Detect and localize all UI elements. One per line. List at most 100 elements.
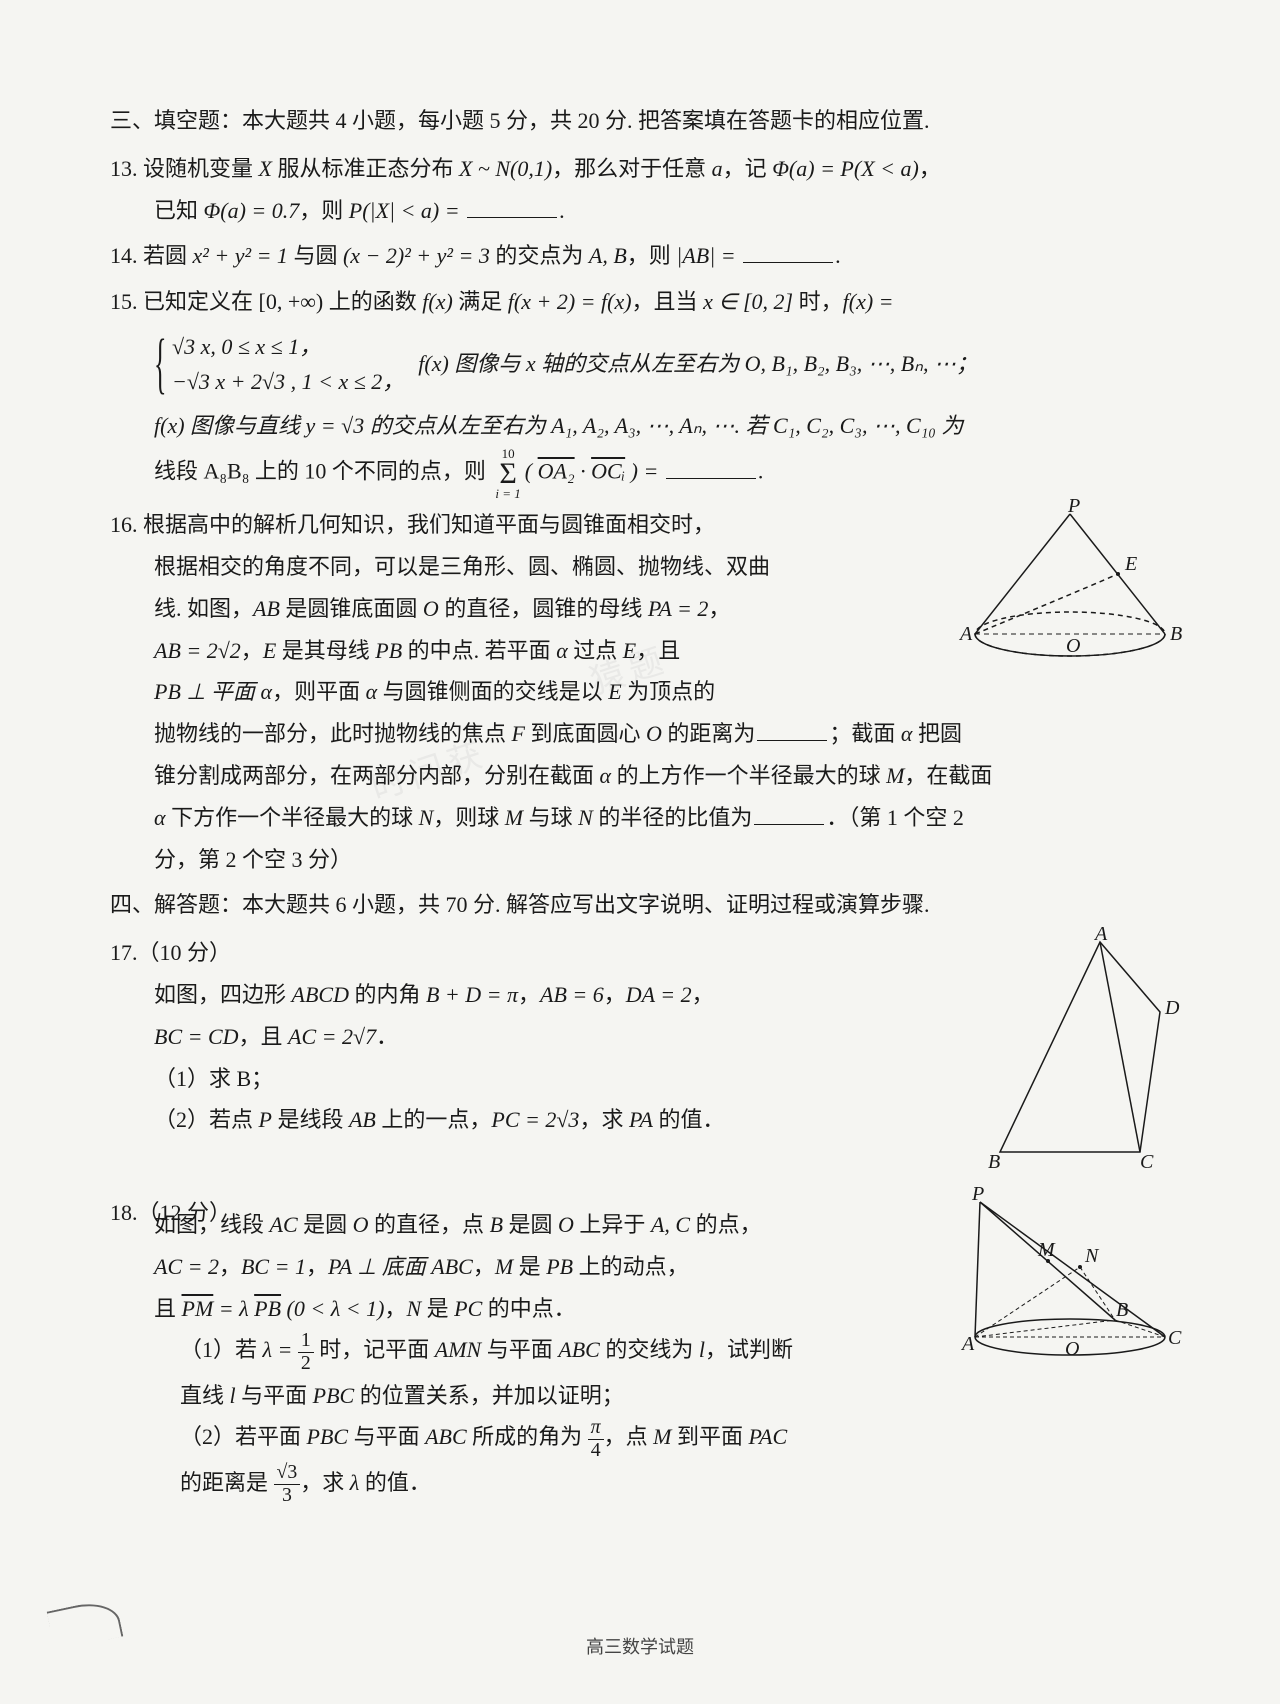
t: 所成的角为	[467, 1424, 588, 1449]
t: ，	[604, 982, 626, 1007]
m: PA ⊥ 底面 ABC	[328, 1254, 473, 1279]
t: ，	[518, 982, 540, 1007]
period: .	[758, 459, 764, 484]
svg-text:D: D	[1164, 997, 1180, 1019]
m: λ =	[263, 1337, 298, 1362]
svg-text:A: A	[958, 623, 973, 645]
q17-num: 17.	[110, 940, 138, 965]
m: AB = 2√2	[154, 638, 241, 663]
t: ，则平面	[272, 679, 366, 704]
t: 与平面	[481, 1337, 558, 1362]
m: BC = CD	[154, 1024, 239, 1049]
t: ，	[708, 596, 730, 621]
t: ，则球	[433, 805, 505, 830]
q14-t: 若圆	[138, 243, 193, 268]
t: （1）若	[180, 1337, 263, 1362]
period: .	[835, 243, 841, 268]
t: （2）若点	[154, 1107, 259, 1132]
q15-t: 线段 A₈B₈ 上的 10 个不同的点，则	[154, 459, 491, 484]
page-footer: 高三数学试题	[586, 1630, 694, 1664]
q13-t: ，	[919, 156, 941, 181]
svg-text:N: N	[1084, 1245, 1100, 1267]
t: 线. 如图，	[154, 596, 253, 621]
t: ，	[384, 1296, 406, 1321]
frac-pi4: π4	[588, 1417, 604, 1462]
t: 的上方作一个半径最大的球	[611, 763, 886, 788]
t: 的直径，点	[369, 1212, 490, 1237]
m: PC	[454, 1296, 482, 1321]
blank	[757, 720, 827, 741]
t: ，	[473, 1254, 495, 1279]
svg-text:B: B	[1170, 623, 1182, 645]
q13-t: 设随机变量	[138, 156, 259, 181]
figure-cone: P A B E O	[960, 504, 1180, 674]
q15-mid: f(x) 图像与 x 轴的交点从左至右为 O, B₁, B₂, B₃, ⋯, B…	[418, 343, 978, 385]
q13-phi: Φ(a) = P(X < a)	[772, 156, 919, 181]
t: 是圆	[503, 1212, 558, 1237]
m: AB	[349, 1107, 376, 1132]
t: ，	[241, 638, 263, 663]
m: M	[505, 805, 523, 830]
q14-t: ，则	[627, 243, 677, 268]
m: α	[366, 679, 378, 704]
blank	[743, 243, 833, 264]
t: 是	[513, 1254, 546, 1279]
q13-a: a	[712, 156, 723, 181]
q15-t: 已知定义在 [0, +∞) 上的函数	[138, 289, 423, 314]
t: 与球	[523, 805, 578, 830]
t: 是线段	[272, 1107, 349, 1132]
q15-num: 15.	[110, 289, 138, 314]
m: M	[495, 1254, 513, 1279]
q14-c1: x² + y² = 1	[193, 243, 288, 268]
m: N	[406, 1296, 421, 1321]
t: ．	[376, 1024, 398, 1049]
svg-text:A: A	[1093, 923, 1108, 945]
m: E	[608, 679, 621, 704]
m: AC = 2√7	[288, 1024, 376, 1049]
q15-fxe: f(x) =	[843, 289, 894, 314]
q15-fx: f(x)	[422, 289, 453, 314]
m: O	[353, 1212, 369, 1237]
q14-t: 的交点为	[490, 243, 589, 268]
t: 上的一点，	[376, 1107, 492, 1132]
t: 为顶点的	[622, 679, 716, 704]
q13-phi07: Φ(a) = 0.7	[204, 198, 300, 223]
q15-t: ，且当	[632, 289, 704, 314]
q14-ab: A, B	[589, 243, 627, 268]
svg-text:P: P	[971, 1183, 984, 1205]
section-3-header: 三、填空题：本大题共 4 小题，每小题 5 分，共 20 分. 把答案填在答题卡…	[110, 100, 1170, 142]
figure-solid: P A B C O M N	[960, 1192, 1180, 1362]
piecewise: √3 x, 0 ≤ x ≤ 1， −√3 x + 2√3 , 1 < x ≤ 2…	[154, 329, 404, 399]
t: ，求	[300, 1470, 350, 1495]
figure-quad: A D C B	[970, 932, 1180, 1162]
q14-t: 与圆	[288, 243, 343, 268]
frac-s33: √33	[274, 1462, 301, 1507]
question-16: P A B E O 16. 根据高中的解析几何知识，我们知道平面与圆锥面相交时，…	[110, 504, 1170, 880]
svg-text:C: C	[1168, 1327, 1182, 1349]
q16-num: 16.	[110, 512, 138, 537]
m: PB ⊥ 平面 α	[154, 679, 272, 704]
q13-t: ，则	[299, 198, 349, 223]
blank	[754, 804, 824, 825]
q13-dist: X ~ N(0,1)	[459, 156, 552, 181]
m: α	[154, 805, 166, 830]
svg-text:C: C	[1140, 1151, 1154, 1173]
m: O	[646, 721, 662, 746]
q15-t: 时，	[793, 289, 843, 314]
m: O	[423, 596, 439, 621]
q13-t: ，那么对于任意	[552, 156, 712, 181]
t: ，求	[579, 1107, 629, 1132]
m: AMN	[435, 1337, 481, 1362]
t: 与圆锥侧面的交线是以	[377, 679, 608, 704]
q13-t: 已知	[154, 198, 204, 223]
t: 到底面圆心	[525, 721, 646, 746]
t: 的点，	[690, 1212, 762, 1237]
t: 的半径的比值为	[593, 805, 753, 830]
m: AC	[270, 1212, 298, 1237]
question-15: 15. 已知定义在 [0, +∞) 上的函数 f(x) 满足 f(x + 2) …	[110, 281, 1170, 500]
t: 到平面	[671, 1424, 748, 1449]
m: E	[263, 638, 276, 663]
svg-text:P: P	[1067, 495, 1080, 517]
svg-text:O: O	[1066, 635, 1080, 657]
m: B + D = π	[426, 982, 518, 1007]
